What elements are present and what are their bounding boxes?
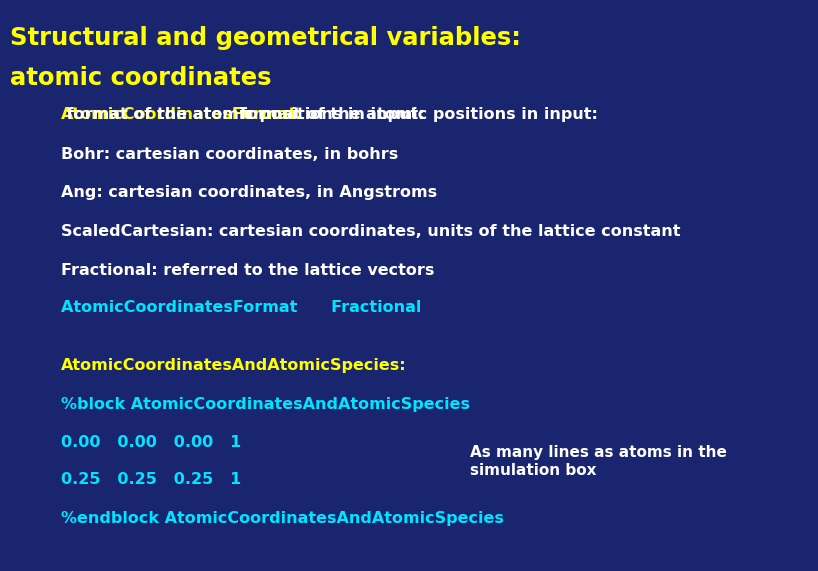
Text: %block AtomicCoordinatesAndAtomicSpecies: %block AtomicCoordinatesAndAtomicSpecies	[61, 397, 470, 412]
Text: Ang: cartesian coordinates, in Angstroms: Ang: cartesian coordinates, in Angstroms	[61, 186, 438, 200]
Text: AtomicCoordinatesFormat:: AtomicCoordinatesFormat:	[61, 107, 304, 122]
Text: format of the atomic positions in input:: format of the atomic positions in input:	[240, 107, 597, 122]
Text: Bohr: cartesian coordinates, in bohrs: Bohr: cartesian coordinates, in bohrs	[61, 147, 398, 162]
Text: atomic coordinates: atomic coordinates	[10, 66, 272, 90]
Text: Fractional: referred to the lattice vectors: Fractional: referred to the lattice vect…	[61, 263, 434, 278]
Text: Structural and geometrical variables:: Structural and geometrical variables:	[10, 26, 521, 50]
Text: AtomicCoordinatesAndAtomicSpecies:: AtomicCoordinatesAndAtomicSpecies:	[61, 358, 407, 373]
Text: ScaledCartesian: cartesian coordinates, units of the lattice constant: ScaledCartesian: cartesian coordinates, …	[61, 224, 681, 239]
Text: 0.00   0.00   0.00   1: 0.00 0.00 0.00 1	[61, 435, 241, 450]
Text: %endblock AtomicCoordinatesAndAtomicSpecies: %endblock AtomicCoordinatesAndAtomicSpec…	[61, 511, 504, 526]
Text: As many lines as atoms in the
simulation box: As many lines as atoms in the simulation…	[470, 445, 727, 477]
Text: format of the atomic positions in input:: format of the atomic positions in input:	[61, 107, 425, 122]
Text: 0.25   0.25   0.25   1: 0.25 0.25 0.25 1	[61, 472, 241, 487]
Text: AtomicCoordinatesFormat      Fractional: AtomicCoordinatesFormat Fractional	[61, 300, 422, 315]
